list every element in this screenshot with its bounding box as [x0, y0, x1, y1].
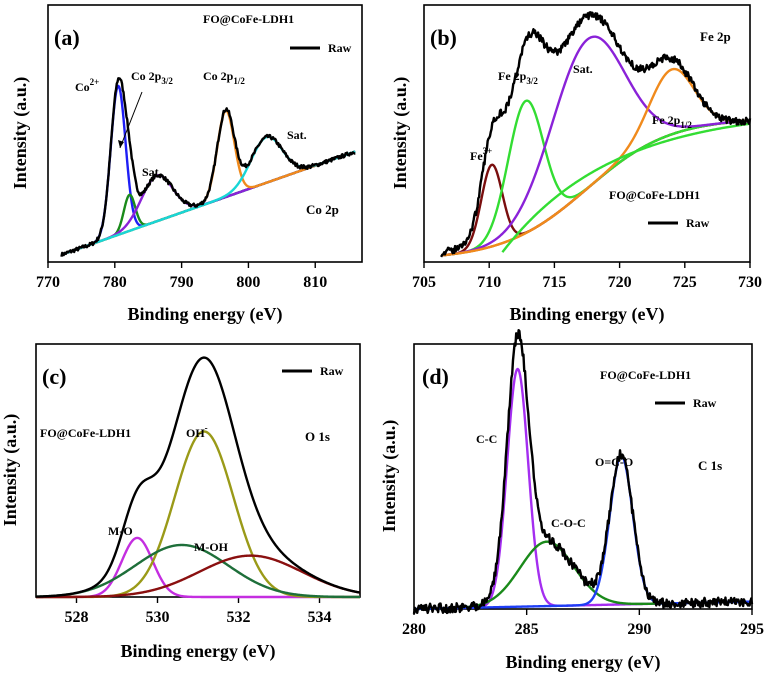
panel-d-peak-label-coc: C-O-C — [551, 516, 586, 530]
panel-d-sample-label: FO@CoFe-LDH1 — [600, 368, 691, 382]
panel-c-peak-label-mo: M-O — [108, 524, 133, 538]
panel-a-xlabel: Binding energy (eV) — [128, 304, 283, 325]
panel-b-raw-spectrum — [440, 11, 752, 258]
panel-c-curves — [35, 356, 361, 599]
panel-a-frame — [47, 4, 363, 263]
panel-b-region-label: Fe 2p — [700, 29, 731, 44]
panel-c-legend-label: Raw — [320, 364, 344, 378]
panel-c-frame — [35, 343, 361, 598]
panel-b-legend-label: Raw — [686, 216, 710, 230]
panel-b-fit-curve-1 — [440, 99, 751, 257]
panel-c-sample-label: FO@CoFe-LDH1 — [40, 426, 131, 440]
panel-a-label: (a) — [54, 25, 80, 50]
panel-a-annotation-arrow — [119, 91, 143, 149]
panel-d-raw-spectrum — [412, 328, 754, 615]
panel-b-baseline-curve — [501, 122, 751, 253]
panel-a-arrowhead — [118, 140, 124, 148]
panel-a-fit-curve-3 — [61, 109, 356, 256]
panel-b-label: (b) — [430, 25, 457, 50]
panel-d-xticks: 280 285 290 295 — [402, 609, 764, 638]
panel-b-xtick-label-710: 710 — [477, 274, 501, 291]
panel-d-fit-curve-2 — [413, 454, 753, 611]
panel-c-peak-label-oh: OH- — [186, 423, 208, 440]
panel-b-xtick-label-705: 705 — [412, 274, 436, 291]
panel-d-peak-label-oco: O=C-O — [595, 455, 633, 469]
panel-c-xlabel: Binding energy (eV) — [121, 641, 276, 662]
panel-c-xticks: 528 530 532 534 — [65, 597, 332, 626]
panel-a-xtick-label-810: 810 — [303, 274, 327, 291]
panel-a: 770 780 790 800 810 (a) FO@CoFe-LDH1 Raw Co … — [10, 4, 363, 325]
panel-c-xtick-label-534: 534 — [308, 609, 332, 626]
panel-d-legend-label: Raw — [693, 396, 717, 410]
panel-a-xtick-label-780: 780 — [103, 274, 127, 291]
panel-a-curves — [60, 77, 356, 257]
panel-d: 280 285 290 295 (d) FO@CoFe-LDH1 Raw C 1s C… — [379, 328, 764, 673]
panel-b-xtick-label-715: 715 — [542, 274, 566, 291]
panel-b-peak-label-fe2p12: Fe 2p1/2 — [652, 113, 692, 130]
panel-a-peak-label-co2: Co2+ — [75, 77, 99, 94]
panel-d-region-label: C 1s — [698, 458, 722, 473]
panel-a-raw-spectrum — [60, 77, 356, 257]
panel-b: 705 710 715 720 725 730 (b) Fe 2p FO@CoFe-LDH… — [390, 4, 762, 325]
panel-b-xticks: 705 710 715 720 725 730 — [412, 262, 762, 291]
panel-b-ylabel: Intensity (a.u.) — [390, 77, 411, 190]
panel-b-peak-label-fe3: Fe3+ — [470, 146, 492, 163]
panel-d-ylabel: Intensity (a.u.) — [379, 420, 400, 533]
panel-c-xtick-label-528: 528 — [65, 609, 89, 626]
panel-a-xtick-label-790: 790 — [170, 274, 194, 291]
panel-c-fit-curve-3 — [35, 554, 361, 599]
panel-b-xtick-label-720: 720 — [608, 274, 632, 291]
panel-b-sample-label: FO@CoFe-LDH1 — [609, 188, 700, 202]
panel-a-peak-label-co2p32: Co 2p3/2 — [131, 69, 173, 86]
panel-c-ylabel: Intensity (a.u.) — [0, 414, 21, 527]
panel-c-xtick-label-532: 532 — [227, 609, 251, 626]
panel-a-peak-label-sat1: Sat. — [142, 165, 162, 179]
panel-a-xtick-label-800: 800 — [236, 274, 260, 291]
panel-c-raw-spectrum — [35, 356, 361, 598]
panel-a-region-label: Co 2p — [306, 202, 339, 217]
panel-b-xtick-label-730: 730 — [738, 274, 762, 291]
panel-b-xlabel: Binding energy (eV) — [510, 304, 665, 325]
panel-d-peak-label-cc: C-C — [476, 432, 497, 446]
panel-b-fit-curve-2 — [440, 35, 751, 257]
panel-c: 528 530 532 534 (c) Raw FO@CoFe-LDH1 O 1s O… — [0, 343, 361, 662]
panel-d-xtick-label-285: 285 — [515, 621, 539, 638]
panel-a-ylabel: Intensity (a.u.) — [10, 77, 31, 190]
panel-d-xlabel: Binding energy (eV) — [506, 652, 661, 673]
panel-c-peak-label-moh: M-OH — [194, 540, 229, 554]
panel-d-fit-curve-1 — [413, 540, 753, 611]
panel-a-peak-label-sat2: Sat. — [287, 128, 307, 142]
panel-b-frame — [423, 4, 751, 263]
panel-b-curves — [440, 11, 752, 258]
panel-c-label: (c) — [42, 364, 66, 389]
panel-a-fit-curve-0 — [61, 84, 356, 256]
panel-b-peak-label-fe2p32: Fe 2p3/2 — [498, 69, 538, 86]
panel-a-sample-label: FO@CoFe-LDH1 — [203, 12, 294, 26]
panel-d-frame — [413, 343, 753, 610]
panel-c-xtick-label-530: 530 — [146, 609, 170, 626]
panel-a-peak-label-co2p12: Co 2p1/2 — [203, 69, 245, 86]
panel-a-legend-label: Raw — [328, 41, 352, 55]
panel-a-xticks: 770 780 790 800 810 — [36, 262, 327, 291]
panel-a-xtick-label-770: 770 — [36, 274, 60, 291]
panel-b-peak-label-sat: Sat. — [573, 62, 593, 76]
panel-c-region-label: O 1s — [305, 429, 330, 444]
panel-d-xtick-label-290: 290 — [627, 621, 651, 638]
panel-d-curves — [412, 328, 754, 615]
panel-b-xtick-label-725: 725 — [673, 274, 697, 291]
panel-d-xtick-label-295: 295 — [740, 621, 764, 638]
panel-d-xtick-label-280: 280 — [402, 621, 426, 638]
panel-d-label: (d) — [422, 364, 449, 389]
